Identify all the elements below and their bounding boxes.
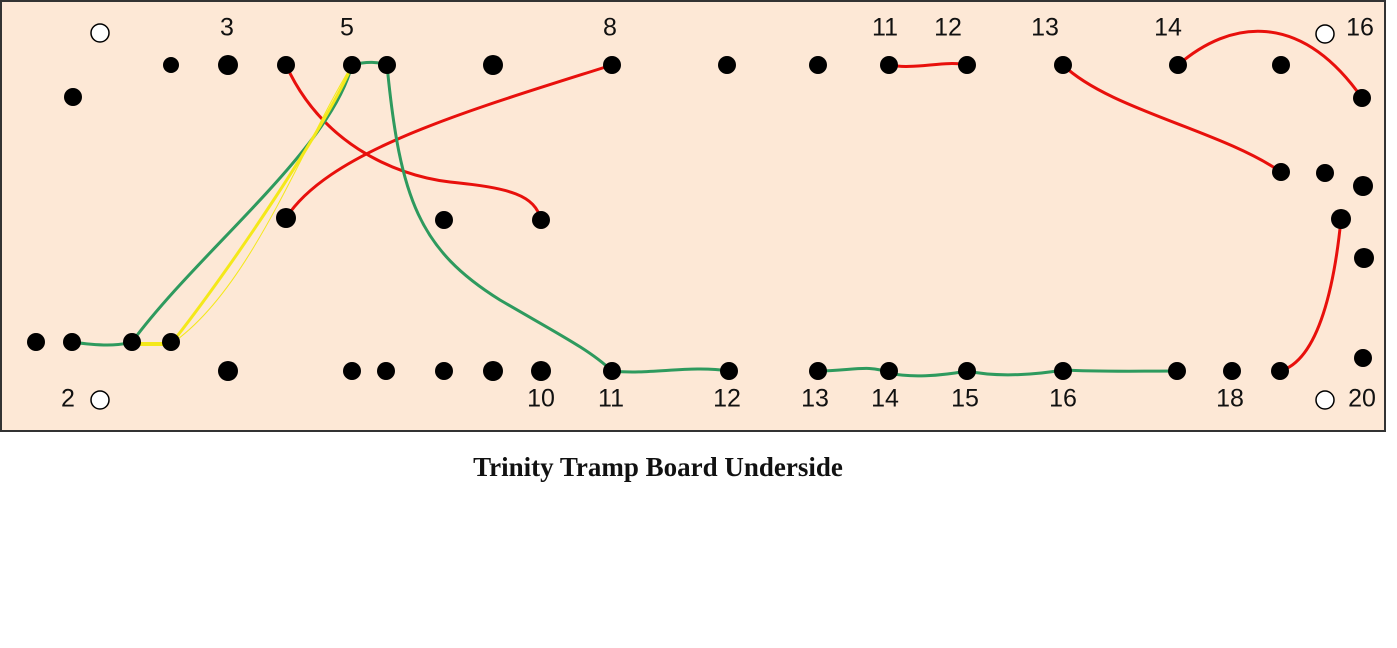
top-label: 12 [934,14,962,42]
bottom-label: 15 [951,385,979,413]
red-wire [1176,29,1364,100]
hole [718,56,736,74]
hole [64,88,82,106]
top-label: 11 [872,14,898,42]
top-label: 13 [1031,14,1059,42]
hole [531,361,551,381]
hole [218,361,238,381]
hole [880,362,898,380]
hole [276,208,296,228]
green-wire [130,63,354,344]
hole [27,333,45,351]
hole [1331,209,1351,229]
red-wire [1061,63,1283,174]
red-wire [1278,217,1343,373]
hole [162,333,180,351]
hole [218,55,238,75]
hole [277,56,295,74]
hole [1354,248,1374,268]
hole [809,56,827,74]
holes [27,23,1374,410]
hole [880,56,898,74]
hole [435,362,453,380]
hole [1354,349,1372,367]
hole [958,56,976,74]
hole [1271,362,1289,380]
hole [123,333,141,351]
bottom-label: 12 [713,385,741,413]
bottom-label: 16 [1049,385,1077,413]
top-label: 8 [603,14,617,42]
mounting-hole [1315,390,1335,410]
hole [958,362,976,380]
hole [1054,362,1072,380]
yellow-wire [170,64,353,345]
hole [720,362,738,380]
hole [1168,362,1186,380]
mounting-hole [90,23,110,43]
red-wire [284,63,543,222]
bottom-label: 18 [1216,385,1244,413]
bottom-label: 14 [871,385,899,413]
bottom-label: 13 [801,385,829,413]
hole [603,362,621,380]
hole [378,56,396,74]
hole [163,57,179,73]
red-wire [284,63,614,220]
hole [603,56,621,74]
hole [343,362,361,380]
bottom-label: 11 [598,385,624,413]
top-label: 16 [1346,14,1374,42]
hole [1272,163,1290,181]
hole [483,361,503,381]
mounting-hole [1315,24,1335,44]
hole [377,362,395,380]
hole [435,211,453,229]
hole [343,56,361,74]
mounting-hole [90,390,110,410]
hole [1272,56,1290,74]
green-wire [385,63,614,373]
bottom-label: 2 [61,385,75,413]
yellow-wire [169,63,354,346]
bottom-label: 10 [527,385,555,413]
hole [809,362,827,380]
top-label: 5 [340,14,354,42]
top-label: 3 [220,14,234,42]
hole [63,333,81,351]
hole [483,55,503,75]
caption: Trinity Tramp Board Underside [473,452,843,482]
hole [1054,56,1072,74]
hole [1223,362,1241,380]
hole [1353,176,1373,196]
top-label: 14 [1154,14,1182,42]
bottom-label: 20 [1348,385,1376,413]
hole [532,211,550,229]
hole [1353,89,1371,107]
hole [1169,56,1187,74]
hole [1316,164,1334,182]
